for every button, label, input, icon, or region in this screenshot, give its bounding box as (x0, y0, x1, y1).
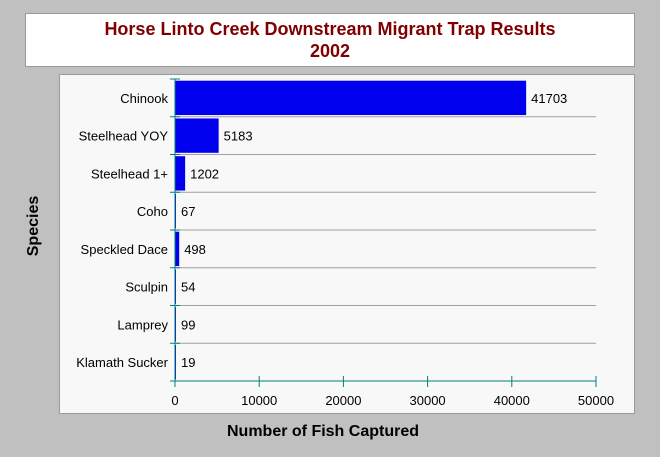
chart-subtitle: 2002 (309, 41, 351, 61)
x-axis-title: Number of Fish Captured (226, 423, 420, 440)
bar (175, 231, 180, 267)
category-label: Steelhead YOY (79, 129, 169, 144)
chart-title: Horse Linto Creek Downstream Migrant Tra… (104, 19, 556, 39)
bar-value-label: 5183 (224, 129, 253, 144)
x-tick-label: 0 (171, 393, 178, 408)
bar-value-label: 67 (181, 204, 195, 219)
category-label: Sculpin (125, 280, 168, 295)
bar (175, 80, 527, 116)
category-label: Chinook (120, 91, 168, 106)
bar (175, 118, 219, 153)
bar-value-label: 41703 (531, 91, 567, 106)
plot-panel (59, 74, 635, 414)
x-tick-label: 40000 (494, 393, 530, 408)
bar-value-label: 498 (184, 242, 206, 257)
x-tick-label: 10000 (241, 393, 277, 408)
x-tick-label: 20000 (325, 393, 361, 408)
x-tick-label: 50000 (578, 393, 614, 408)
chart-title-box: Horse Linto Creek Downstream Migrant Tra… (25, 13, 635, 67)
category-label: Klamath Sucker (76, 355, 168, 370)
bar-value-label: 1202 (190, 166, 219, 181)
bar (175, 156, 186, 191)
category-label: Lamprey (117, 317, 168, 332)
x-tick-label: 30000 (410, 393, 446, 408)
category-label: Coho (137, 204, 168, 219)
category-label: Speckled Dace (81, 242, 168, 257)
category-label: Steelhead 1+ (91, 166, 168, 181)
y-axis-title: Species (25, 195, 42, 257)
bar-value-label: 54 (181, 280, 195, 295)
bar-value-label: 19 (181, 355, 195, 370)
bar-value-label: 99 (181, 317, 195, 332)
